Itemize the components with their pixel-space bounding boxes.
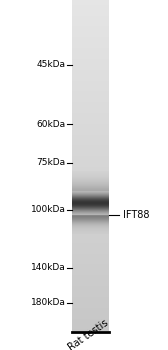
Text: 75kDa: 75kDa bbox=[36, 158, 66, 167]
Text: 140kDa: 140kDa bbox=[31, 263, 66, 272]
Text: 60kDa: 60kDa bbox=[36, 120, 66, 129]
Text: Rat testis: Rat testis bbox=[66, 318, 110, 350]
Text: 100kDa: 100kDa bbox=[31, 205, 66, 215]
Text: IFT88: IFT88 bbox=[123, 210, 149, 220]
Text: 180kDa: 180kDa bbox=[31, 298, 66, 307]
Text: 45kDa: 45kDa bbox=[36, 60, 66, 69]
